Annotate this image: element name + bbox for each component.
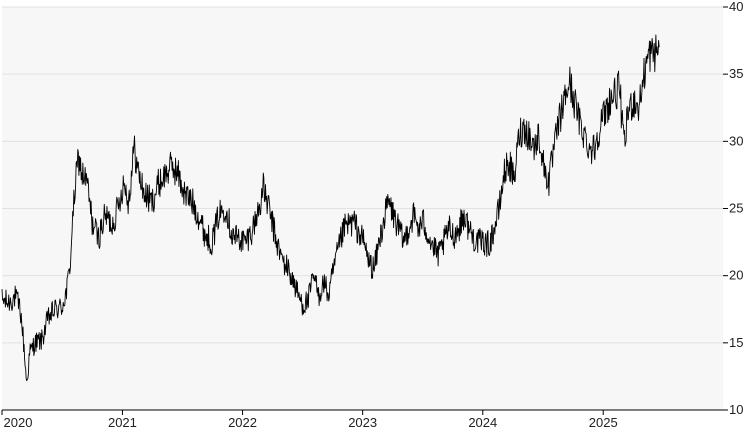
x-axis-ticks: 2020 2021 2022 2023 2024 2025 [1, 410, 618, 430]
series-line [1, 34, 660, 382]
gridlines [2, 6, 723, 344]
y-tick-label: 20 [729, 268, 743, 283]
series-layer [1, 34, 660, 382]
x-tick-label: 2021 [108, 415, 137, 430]
x-tick-label: 2025 [589, 415, 618, 430]
x-tick-label: 2023 [348, 415, 377, 430]
y-tick-label: 25 [729, 201, 743, 216]
y-tick-label: 40 [729, 0, 743, 14]
y-tick-label: 10 [729, 402, 743, 417]
y-tick-label: 30 [729, 133, 743, 148]
y-tick-label: 35 [729, 66, 743, 81]
x-tick-label: 2022 [228, 415, 257, 430]
x-tick-label: 2024 [468, 415, 497, 430]
y-tick-label: 15 [729, 335, 743, 350]
x-tick-label: 2020 [4, 415, 33, 430]
y-axis-ticks: 10 15 20 25 30 35 40 [723, 0, 743, 417]
